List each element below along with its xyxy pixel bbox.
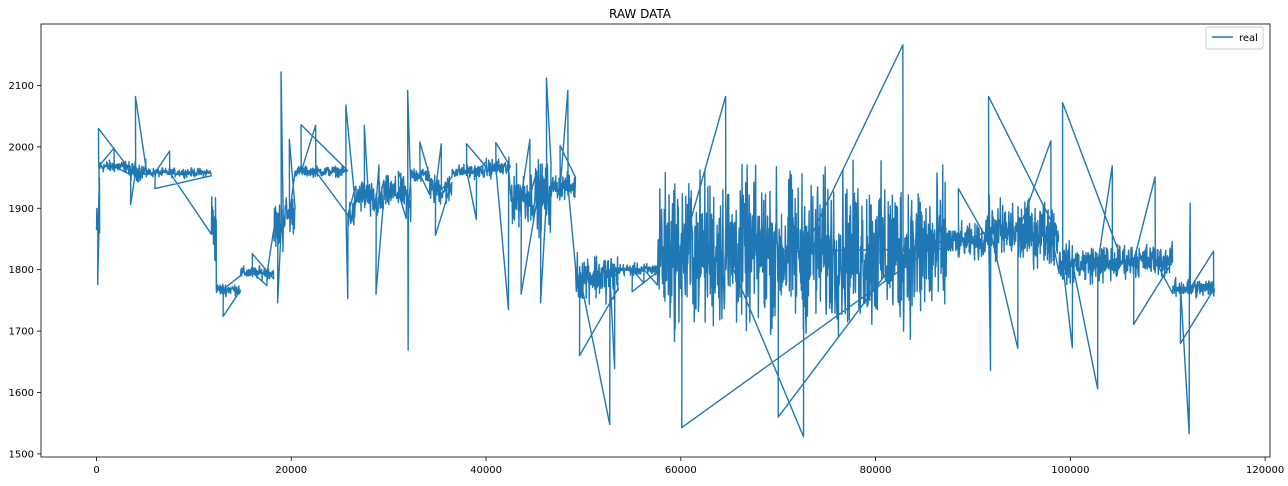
y-tick-label: 1900: [9, 204, 34, 215]
series-line-real: [95, 44, 1215, 438]
x-tick-label: 100000: [1051, 465, 1089, 476]
x-tick-label: 40000: [470, 465, 502, 476]
axes: 0 20000 40000 60000 80000 100000 120000 1500 160…: [9, 23, 1284, 476]
legend: real: [1205, 26, 1264, 50]
y-tick-label: 1700: [9, 327, 34, 338]
y-tick-label: 1500: [9, 449, 34, 460]
x-tick-label: 120000: [1246, 465, 1284, 476]
y-tick-label: 1800: [9, 265, 34, 276]
x-tick-label: 20000: [275, 465, 307, 476]
y-tick-label: 2000: [9, 142, 34, 153]
x-tick-label: 80000: [860, 465, 892, 476]
legend-box: [1205, 26, 1264, 50]
x-tick-label: 0: [93, 465, 99, 476]
legend-label-real: real: [1239, 33, 1258, 44]
chart-title: RAW DATA: [609, 7, 672, 21]
x-tick-label: 60000: [665, 465, 697, 476]
axes-frame: [40, 23, 1271, 458]
y-tick-label: 2100: [9, 81, 34, 92]
y-tick-label: 1600: [9, 388, 34, 399]
plot-area: [95, 44, 1215, 438]
